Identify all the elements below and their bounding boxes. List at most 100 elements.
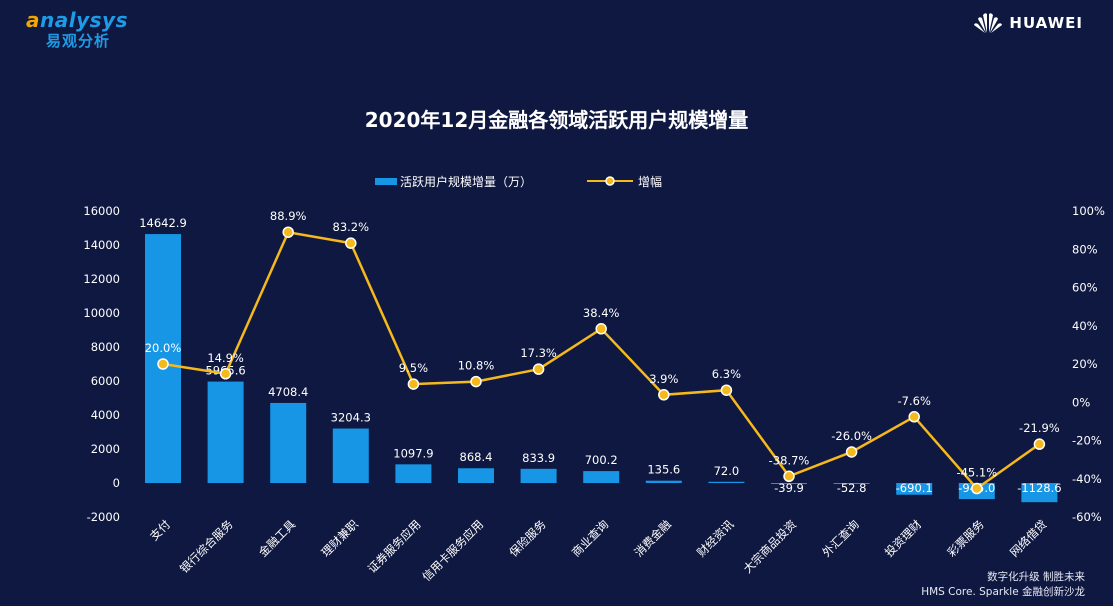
y-right-tick-label: 80% bbox=[1072, 242, 1098, 256]
logo-wordmark: analysys bbox=[26, 8, 128, 32]
bar-value-label: -39.9 bbox=[774, 481, 804, 495]
bar bbox=[771, 483, 807, 484]
bar-value-labels: 14642.95965.64708.43204.31097.9868.4833.… bbox=[139, 216, 1061, 495]
y-right-tick-label: 100% bbox=[1072, 204, 1105, 218]
bar-value-label: 1097.9 bbox=[393, 446, 433, 460]
bar bbox=[458, 468, 494, 483]
y-left-tick-label: -2000 bbox=[87, 510, 120, 524]
y-left-tick-label: 6000 bbox=[91, 374, 120, 388]
y-left-tick-label: 12000 bbox=[83, 272, 120, 286]
x-category-label: 网络借贷 bbox=[1007, 517, 1049, 559]
y-left-tick-label: 14000 bbox=[83, 238, 120, 252]
huawei-flower-icon bbox=[974, 13, 1003, 33]
bar-value-label: 833.9 bbox=[522, 451, 555, 465]
bar bbox=[708, 481, 745, 483]
huawei-logo: HUAWEI bbox=[973, 12, 1083, 34]
x-category-label: 信用卡服务应用 bbox=[419, 517, 486, 584]
line-value-label: -7.6% bbox=[898, 394, 931, 408]
bar-value-label: 72.0 bbox=[714, 464, 740, 478]
line-value-labels: 20.0% 14.9% 88.9% 83.2% 9.5% 10.8% 17.3% 38.4% 3… bbox=[145, 209, 1060, 479]
y-left-tick-label: 8000 bbox=[91, 340, 120, 354]
legend-line-label: 增幅 bbox=[638, 174, 662, 189]
bar-value-label: -52.8 bbox=[837, 481, 867, 495]
y-right-tick-label: 0% bbox=[1072, 395, 1090, 409]
legend-line-marker bbox=[605, 176, 615, 186]
line-value-label: 9.5% bbox=[399, 361, 428, 375]
line-value-label: 20.0% bbox=[145, 341, 182, 355]
legend-bar-label: 活跃用户规模增量（万） bbox=[400, 174, 532, 189]
bar bbox=[1021, 483, 1058, 503]
line-value-label: 38.4% bbox=[583, 306, 620, 320]
bar-value-label: -690.1 bbox=[896, 481, 933, 495]
y-axis-left: -2000 0 2000 4000 6000 8000 10000 12000 14000 160… bbox=[83, 204, 120, 524]
line-point bbox=[219, 368, 232, 380]
line-point bbox=[595, 323, 607, 335]
line-point bbox=[720, 384, 733, 396]
x-category-label: 消费金融 bbox=[631, 517, 674, 560]
y-right-tick-label: -20% bbox=[1072, 434, 1102, 448]
x-category-label: 彩票服务 bbox=[944, 517, 987, 560]
bar bbox=[207, 381, 244, 483]
y-axis-right: -60% -40% -20% 0% 20% 40% 60% 80% 100% bbox=[1072, 204, 1105, 524]
x-category-label: 财经资讯 bbox=[694, 517, 737, 560]
x-category-label: 外汇查询 bbox=[819, 517, 861, 559]
bar bbox=[645, 480, 682, 483]
footer-slogan: 数字化升级 制胜未来 bbox=[987, 571, 1085, 583]
x-category-label: 银行综合服务 bbox=[177, 517, 236, 576]
line-value-label: 17.3% bbox=[520, 346, 557, 360]
x-category-label: 大宗商品投资 bbox=[740, 517, 799, 576]
line-value-label: 83.2% bbox=[333, 220, 370, 234]
line-point bbox=[407, 378, 420, 390]
line-value-label: -38.7% bbox=[769, 453, 810, 467]
footer: 数字化升级 制胜未来 HMS Core. Sparkle 金融创新沙龙 bbox=[921, 570, 1085, 600]
x-category-label: 证券服务应用 bbox=[365, 517, 424, 576]
line-point bbox=[971, 482, 983, 495]
x-category-label: 保险服务 bbox=[506, 517, 549, 560]
line-point bbox=[345, 237, 357, 249]
line-point bbox=[282, 226, 294, 238]
line-point bbox=[658, 389, 670, 401]
y-right-tick-label: 60% bbox=[1072, 281, 1098, 295]
bar-value-label: -1128.6 bbox=[1017, 481, 1061, 495]
line-value-label: -26.0% bbox=[831, 429, 872, 443]
bar bbox=[520, 468, 557, 483]
huawei-brand-text: HUAWEI bbox=[1009, 14, 1083, 32]
legend-bar-swatch bbox=[375, 178, 397, 185]
line-value-label: -45.1% bbox=[956, 466, 997, 480]
bar-value-label: 14642.9 bbox=[139, 216, 187, 230]
bar bbox=[833, 483, 870, 484]
x-category-label: 投资理财 bbox=[882, 517, 924, 559]
y-left-tick-label: 2000 bbox=[91, 442, 120, 456]
analysys-logo: analysys 易观分析 bbox=[26, 8, 128, 51]
line-value-label: -21.9% bbox=[1019, 421, 1060, 435]
bar bbox=[332, 428, 369, 483]
bar bbox=[583, 471, 620, 483]
line-point bbox=[908, 411, 920, 423]
bar-value-label: 700.2 bbox=[585, 453, 618, 467]
y-right-tick-label: 40% bbox=[1072, 319, 1098, 333]
y-left-tick-label: 0 bbox=[113, 476, 120, 490]
logo-initial: a bbox=[26, 8, 40, 32]
footer-event-name: HMS Core. Sparkle 金融创新沙龙 bbox=[921, 586, 1085, 598]
x-category-label: 金融工具 bbox=[256, 517, 299, 560]
line-point bbox=[532, 363, 545, 375]
logo-wordmark-text: nalysys bbox=[40, 8, 128, 32]
y-right-tick-label: 20% bbox=[1072, 357, 1098, 371]
line-point bbox=[1033, 438, 1046, 450]
bar bbox=[896, 483, 933, 495]
bar-value-label: 135.6 bbox=[647, 463, 680, 477]
line-point bbox=[783, 470, 795, 483]
y-left-tick-label: 10000 bbox=[83, 306, 120, 320]
bar-value-label: 3204.3 bbox=[331, 411, 371, 425]
chart-title: 2020年12月金融各领域活跃用户规模增量 bbox=[364, 108, 749, 132]
x-category-label: 理财兼职 bbox=[318, 517, 361, 560]
line-value-label: 14.9% bbox=[207, 351, 244, 365]
line-series bbox=[157, 226, 1046, 495]
bar-value-label: 4708.4 bbox=[268, 385, 308, 399]
chart-legend: 活跃用户规模增量（万） 增幅 bbox=[375, 174, 662, 189]
y-right-tick-label: -40% bbox=[1072, 472, 1102, 486]
line-value-label: 6.3% bbox=[712, 367, 741, 381]
line-point bbox=[845, 446, 858, 458]
